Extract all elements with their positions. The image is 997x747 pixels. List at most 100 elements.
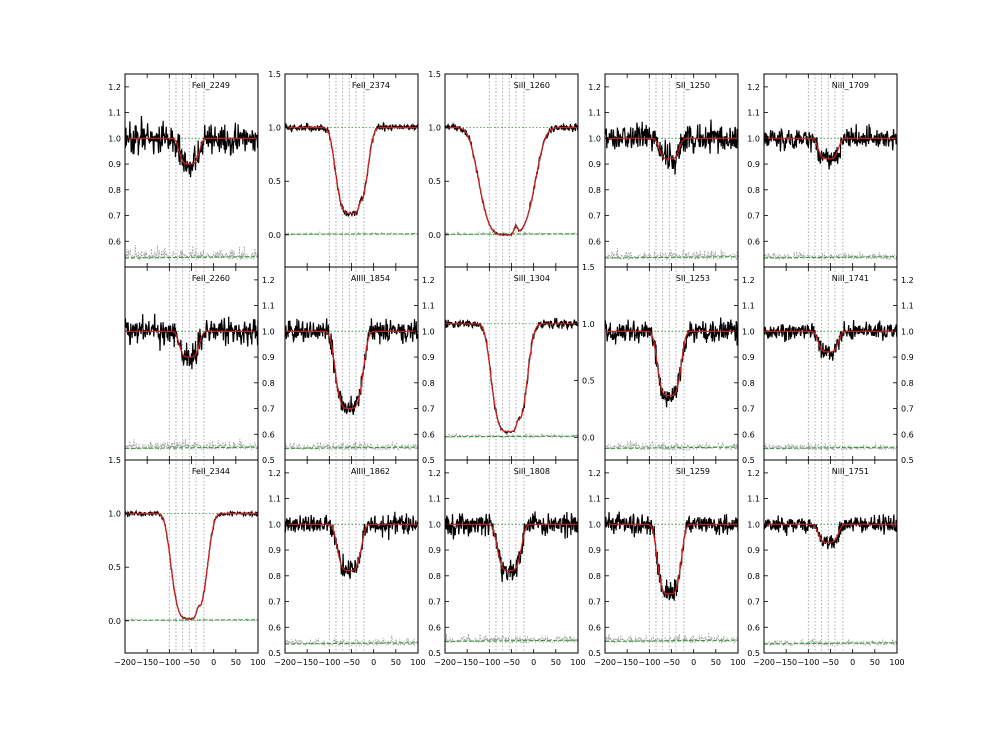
y-tick-label: 0.5 bbox=[588, 649, 601, 658]
y-tick-label: 0.9 bbox=[422, 353, 435, 362]
panels-layer: FeII_2249 0.6 0.7 0.8 0.9 1.0 1.1 1.2 FeII_2374 0… bbox=[108, 70, 913, 667]
panel-frame bbox=[763, 459, 898, 654]
x-tick-label: 100 bbox=[889, 658, 904, 667]
x-tick-label: 50 bbox=[711, 658, 721, 667]
y-tick-label: 1.1 bbox=[747, 495, 760, 504]
y-tick-label: 1.0 bbox=[108, 510, 121, 519]
y-tick-label: 0.8 bbox=[747, 572, 760, 581]
y-tick-label: 1.0 bbox=[428, 124, 441, 133]
x-tick-label: −100 bbox=[318, 658, 340, 667]
y-tick-label: 0.6 bbox=[747, 237, 760, 246]
y-tick-label: 0.5 bbox=[901, 456, 914, 465]
data-spectrum bbox=[285, 511, 418, 579]
error-spectrum bbox=[285, 635, 418, 647]
panel-FeII_2260: FeII_2260 0.5 0.6 0.7 0.8 0.9 1.0 1.1 1.2 bbox=[124, 266, 275, 465]
y-tick-label: 0.0 bbox=[108, 617, 121, 626]
panel-plot-area bbox=[605, 460, 738, 653]
x-tick-label: −100 bbox=[478, 658, 500, 667]
model-fit bbox=[445, 126, 578, 236]
y-tick-label: 1.0 bbox=[588, 520, 601, 529]
panel-frame bbox=[284, 73, 419, 268]
panel-frame bbox=[284, 459, 419, 654]
y-tick-label: 1.1 bbox=[428, 495, 441, 504]
panel-plot-area bbox=[605, 74, 738, 267]
panel-FeII_2344: FeII_2344 0.0 0.5 1.0 1.5 −200 −150 −100 −50 0 50 1… bbox=[108, 456, 265, 667]
error-level-line bbox=[125, 446, 258, 449]
x-tick-label: 100 bbox=[730, 658, 745, 667]
y-tick-label: 0.9 bbox=[742, 353, 755, 362]
data-spectrum bbox=[605, 119, 738, 175]
y-tick-label: 0.5 bbox=[742, 456, 755, 465]
y-tick-label: 0.6 bbox=[262, 430, 275, 439]
y-tick-label: 0.6 bbox=[268, 623, 281, 632]
error-spectrum bbox=[445, 633, 578, 645]
y-tick-label: 0.8 bbox=[588, 572, 601, 581]
y-tick-label: 0.5 bbox=[747, 649, 760, 658]
y-tick-label: 0.6 bbox=[747, 623, 760, 632]
panel-plot-area bbox=[445, 267, 578, 460]
error-level-line bbox=[445, 639, 578, 642]
y-tick-label: 1.1 bbox=[268, 495, 281, 504]
y-tick-label: 1.5 bbox=[582, 263, 595, 272]
panel-SiII_1304: SiII_1304 0.0 0.5 1.0 1.5 bbox=[444, 263, 595, 461]
y-tick-label: 1.0 bbox=[747, 520, 760, 529]
x-tick-label: 0 bbox=[531, 658, 536, 667]
y-tick-label: 0.9 bbox=[262, 353, 275, 362]
error-spectrum bbox=[605, 632, 738, 645]
error-level-line bbox=[125, 256, 258, 259]
y-tick-label: 1.2 bbox=[747, 469, 760, 478]
panel-label: FeII_2249 bbox=[192, 81, 230, 90]
y-tick-label: 0.7 bbox=[268, 598, 281, 607]
x-tick-label: 50 bbox=[391, 658, 401, 667]
y-tick-label: 0.8 bbox=[422, 379, 435, 388]
y-tick-label: 1.2 bbox=[588, 83, 601, 92]
y-tick-label: 0.6 bbox=[588, 237, 601, 246]
error-level-line bbox=[285, 233, 418, 235]
panel-label: AlIII_1862 bbox=[351, 467, 390, 476]
y-tick-label: 1.2 bbox=[901, 276, 914, 285]
x-tick-label: −150 bbox=[456, 658, 478, 667]
panel-plot-area bbox=[285, 74, 418, 267]
x-tick-label: 50 bbox=[551, 658, 561, 667]
error-spectrum bbox=[125, 245, 258, 261]
panel-plot-area bbox=[285, 460, 418, 653]
y-tick-label: 1.2 bbox=[262, 276, 275, 285]
x-tick-label: 0 bbox=[850, 658, 855, 667]
model-fit bbox=[125, 330, 258, 358]
y-tick-label: 0.9 bbox=[268, 546, 281, 555]
model-fit bbox=[445, 323, 578, 433]
x-tick-label: −200 bbox=[114, 658, 136, 667]
y-tick-label: 0.8 bbox=[428, 572, 441, 581]
error-level-line bbox=[445, 435, 578, 438]
panel-label: SII_1259 bbox=[676, 467, 710, 476]
y-tick-label: 0.7 bbox=[742, 405, 755, 414]
y-tick-label: 0.7 bbox=[262, 405, 275, 414]
data-spectrum bbox=[125, 509, 258, 620]
error-level-line bbox=[125, 619, 258, 621]
error-level-line bbox=[764, 256, 897, 259]
y-tick-label: 0.7 bbox=[747, 598, 760, 607]
panel-plot-area bbox=[764, 460, 897, 653]
y-tick-label: 1.0 bbox=[268, 124, 281, 133]
panel-plot-area bbox=[445, 74, 578, 267]
y-tick-label: 1.1 bbox=[747, 109, 760, 118]
y-tick-label: 0.5 bbox=[268, 649, 281, 658]
y-tick-label: 0.7 bbox=[422, 405, 435, 414]
data-spectrum bbox=[285, 121, 418, 218]
x-tick-label: −50 bbox=[822, 658, 839, 667]
y-tick-label: 0.9 bbox=[108, 160, 121, 169]
panel-plot-area bbox=[764, 267, 897, 460]
model-fit bbox=[125, 137, 258, 165]
error-level-line bbox=[285, 642, 418, 645]
y-tick-label: 0.5 bbox=[428, 177, 441, 186]
panel-frame bbox=[124, 459, 259, 654]
data-spectrum bbox=[605, 511, 738, 601]
panel-frame bbox=[763, 73, 898, 268]
y-tick-label: 1.1 bbox=[422, 302, 435, 311]
model-fit bbox=[764, 330, 897, 353]
error-level-line bbox=[605, 639, 738, 642]
x-tick-label: −50 bbox=[343, 658, 360, 667]
y-tick-label: 0.8 bbox=[901, 379, 914, 388]
